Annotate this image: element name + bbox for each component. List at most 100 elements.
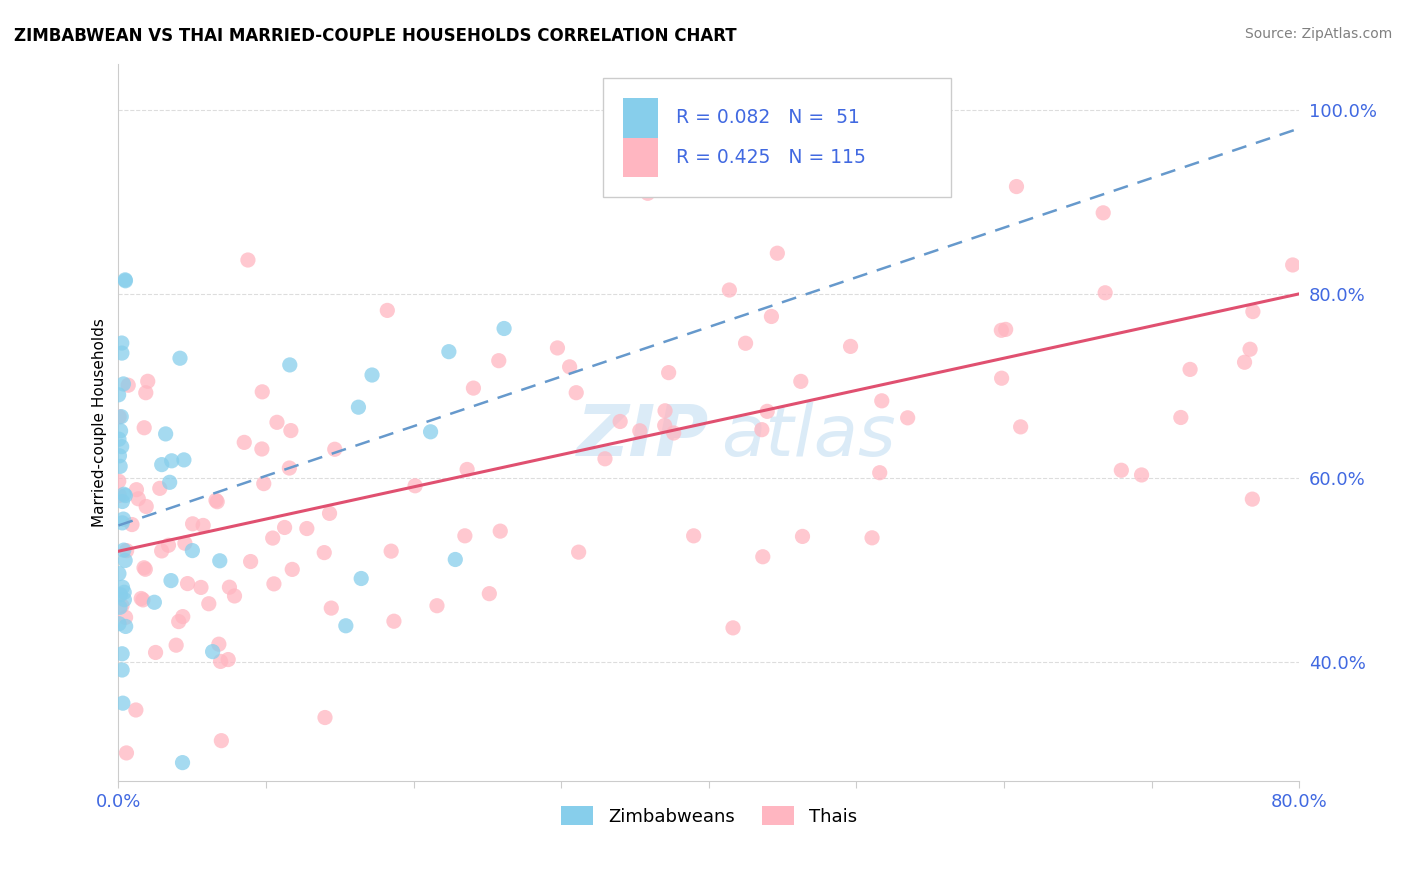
Point [262,531,284,545]
Point [1241,492,1264,507]
Point [115,543,138,558]
Point [419,425,441,439]
Point [488,353,510,368]
Point [1170,410,1192,425]
Point [281,562,304,576]
Point [108,600,131,615]
Point [721,621,744,635]
Point [628,424,651,438]
Point [718,283,741,297]
Point [111,336,134,351]
Point [181,516,204,531]
Point [108,432,131,446]
Point [266,415,288,429]
Point [463,381,485,395]
Point [108,566,131,581]
Point [263,577,285,591]
Point [127,491,149,506]
Point [380,544,402,558]
Point [990,371,1012,385]
Point [111,516,134,530]
Point [111,696,134,710]
Point [121,517,143,532]
Point [236,252,259,267]
Point [111,580,134,594]
Point [839,339,862,353]
Point [112,592,135,607]
Point [114,273,136,287]
Point [253,476,276,491]
Point [201,645,224,659]
Point [752,549,775,564]
Point [112,543,135,558]
Point [766,246,789,260]
Point [456,462,478,476]
Text: R = 0.082   N =  51: R = 0.082 N = 51 [676,108,859,128]
Text: R = 0.425   N = 115: R = 0.425 N = 115 [676,148,866,167]
Point [218,580,240,594]
Point [107,388,129,402]
Point [437,344,460,359]
Point [132,561,155,575]
Point [159,475,181,490]
Point [112,585,135,599]
Text: Source: ZipAtlas.com: Source: ZipAtlas.com [1244,27,1392,41]
Point [250,442,273,456]
Point [115,746,138,760]
Point [114,553,136,567]
Point [347,400,370,414]
Point [1111,463,1133,477]
Point [114,489,136,503]
Point [165,638,187,652]
Point [318,507,340,521]
Text: atlas: atlas [721,402,896,471]
Point [278,461,301,475]
Point [361,368,384,382]
Point [546,341,568,355]
Point [136,374,159,388]
Point [135,500,157,514]
Point [756,404,779,418]
Point [990,323,1012,337]
Point [209,654,232,668]
Point [1010,420,1032,434]
Point [1239,343,1261,357]
Text: ZIP: ZIP [576,402,709,471]
Point [1092,206,1115,220]
Point [145,645,167,659]
Point [111,440,134,454]
Point [205,493,228,508]
Point [335,619,357,633]
Point [108,488,131,502]
Point [239,555,262,569]
Point [110,424,132,438]
Point [134,421,156,435]
Point [191,518,214,533]
Point [609,415,631,429]
Point [157,538,180,552]
Point [135,385,157,400]
Point [111,647,134,661]
Point [568,545,591,559]
Point [149,481,172,495]
Point [143,595,166,609]
Point [108,449,131,463]
Point [114,610,136,624]
Point [897,410,920,425]
Point [994,322,1017,336]
Point [181,543,204,558]
Point [209,733,232,747]
Point [172,756,194,770]
Point [125,483,148,497]
Point [404,479,426,493]
Point [160,574,183,588]
Point [321,601,343,615]
Point [208,554,231,568]
Point [761,310,783,324]
Point [790,375,813,389]
Point [252,384,274,399]
Point [150,544,173,558]
Point [565,385,588,400]
Point [382,614,405,628]
Point [654,418,676,433]
